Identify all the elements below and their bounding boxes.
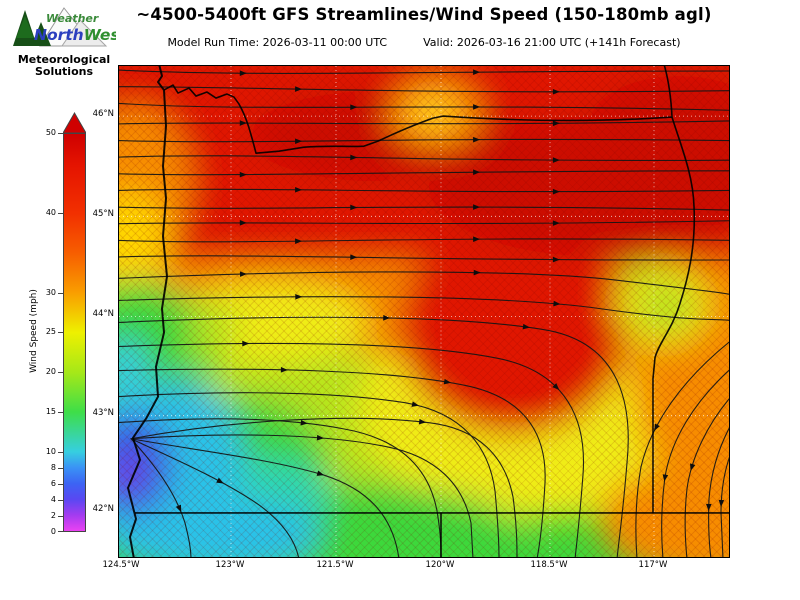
lon-label: 121.5°W bbox=[316, 560, 354, 570]
colorbar-tick-label: 20 bbox=[45, 367, 56, 376]
svg-text:NorthWest: NorthWest bbox=[34, 26, 116, 44]
colorbar-tick bbox=[58, 293, 63, 294]
mesh-hatch-texture bbox=[119, 66, 729, 557]
colorbar-tick bbox=[58, 133, 63, 134]
colorbar-tick bbox=[58, 516, 63, 517]
map-plot bbox=[118, 65, 730, 558]
logo-north-text: North bbox=[34, 26, 84, 44]
colorbar-tick bbox=[58, 332, 63, 333]
lon-label: 117°W bbox=[638, 560, 668, 570]
map-overlay bbox=[119, 66, 729, 557]
colorbar-tick-label: 8 bbox=[50, 463, 56, 472]
logo-weather-text: Weather bbox=[46, 12, 99, 25]
logo-trees-icon bbox=[13, 10, 51, 46]
lon-label: 120°W bbox=[425, 560, 455, 570]
logo-graphic: Weather NorthWest bbox=[13, 7, 128, 47]
lon-label: 118.5°W bbox=[530, 560, 568, 570]
lon-label: 124.5°W bbox=[102, 560, 140, 570]
lon-label: 123°W bbox=[215, 560, 245, 570]
logo-west-text: West bbox=[84, 26, 116, 44]
colorbar-tick bbox=[58, 213, 63, 214]
colorbar-tick-label: 6 bbox=[50, 479, 56, 488]
lat-label: 42°N bbox=[92, 504, 114, 514]
colorbar-tick bbox=[58, 452, 63, 453]
colorbar-tick-label: 10 bbox=[45, 447, 56, 456]
logo-tagline-2: Solutions bbox=[34, 65, 94, 78]
colorbar-tick bbox=[58, 372, 63, 373]
colorbar-tick bbox=[58, 412, 63, 413]
colorbar-tick bbox=[58, 468, 63, 469]
coastline bbox=[127, 66, 168, 557]
logo: Weather NorthWest Meteorological Solutio… bbox=[12, 4, 128, 78]
colorbar-tick-label: 15 bbox=[45, 407, 56, 416]
colorbar-tick-label: 30 bbox=[45, 288, 56, 297]
colorbar-tick-label: 2 bbox=[50, 511, 56, 520]
colorbar-tick-label: 25 bbox=[45, 327, 56, 336]
colorbar-tick bbox=[58, 531, 63, 532]
streamline-arrows bbox=[175, 69, 725, 513]
subtitle-row: Model Run Time: 2026-03-11 00:00 UTC Val… bbox=[118, 36, 730, 49]
valid-time: Valid: 2026-03-16 21:00 UTC (+141h Forec… bbox=[423, 36, 681, 49]
colorbar bbox=[63, 133, 86, 532]
colorbar-tick-label: 4 bbox=[50, 495, 56, 504]
logo-mountain2-icon bbox=[61, 19, 108, 47]
colorbar-tick-label: 40 bbox=[45, 208, 56, 217]
snake-river-border bbox=[652, 66, 696, 513]
colorbar-tick-label: 50 bbox=[45, 128, 56, 137]
columbia-river-border bbox=[163, 84, 673, 154]
colorbar-tick bbox=[58, 484, 63, 485]
state-borders bbox=[127, 66, 729, 557]
colorbar-tick bbox=[58, 500, 63, 501]
colorbar-tick-label: 0 bbox=[50, 527, 56, 536]
lat-label: 44°N bbox=[92, 309, 114, 319]
lat-label: 46°N bbox=[92, 109, 114, 119]
model-run-time: Model Run Time: 2026-03-11 00:00 UTC bbox=[167, 36, 388, 49]
streamlines-layer bbox=[119, 69, 729, 557]
page-title: ~4500-5400ft GFS Streamlines/Wind Speed … bbox=[136, 5, 712, 24]
wind-speed-field bbox=[119, 66, 729, 557]
colorbar-over-arrow bbox=[63, 112, 86, 133]
lat-label: 45°N bbox=[92, 209, 114, 219]
logo-tagline-1: Meteorological bbox=[17, 53, 111, 66]
lat-label: 43°N bbox=[92, 408, 114, 418]
